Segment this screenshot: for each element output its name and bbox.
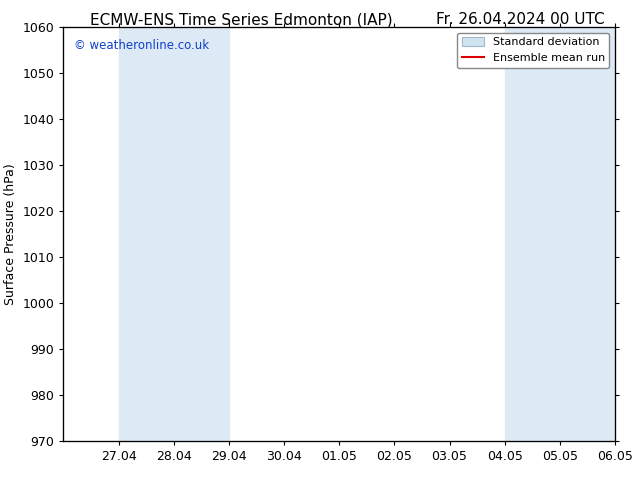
Text: Fr. 26.04.2024 00 UTC: Fr. 26.04.2024 00 UTC [436, 12, 604, 27]
Bar [119, 27, 229, 441]
Bar [505, 27, 615, 441]
Text: © weatheronline.co.uk: © weatheronline.co.uk [74, 39, 210, 52]
Text: ECMW-ENS Time Series Edmonton (IAP): ECMW-ENS Time Series Edmonton (IAP) [89, 12, 392, 27]
Y-axis label: Surface Pressure (hPa): Surface Pressure (hPa) [4, 163, 17, 305]
Legend: Standard deviation, Ensemble mean run: Standard deviation, Ensemble mean run [457, 32, 609, 68]
